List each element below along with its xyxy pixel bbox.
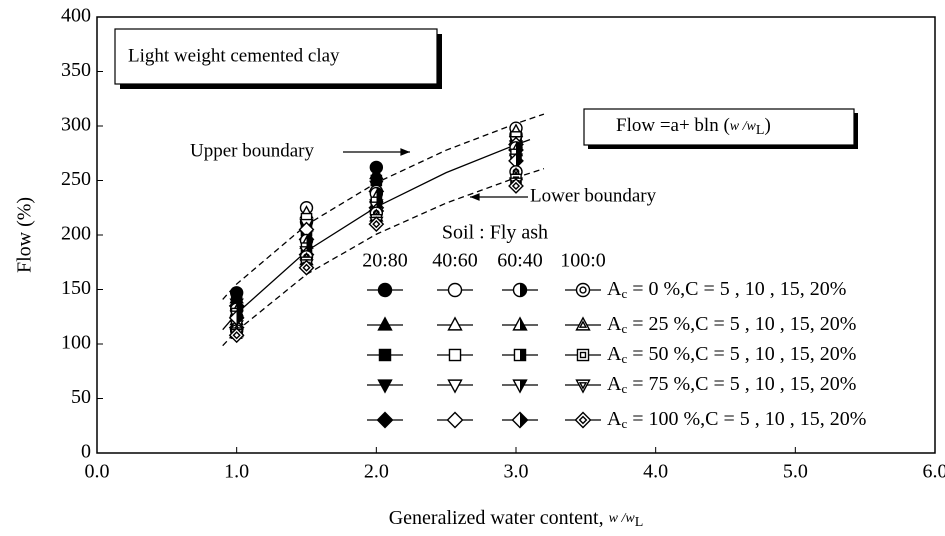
legend-label: = 50 %,C = 5 , 10 , 15, 20%	[627, 343, 856, 365]
formula: Flow =a+ bln (w /wL)	[616, 115, 771, 138]
legend-marker	[512, 282, 528, 298]
legend-marker	[447, 282, 463, 298]
legend-column-header: 100:0	[560, 250, 606, 272]
legend-entry: Ac = 0 %,C = 5 , 10 , 15, 20%	[607, 278, 846, 301]
x-tick-label: 6.0	[923, 461, 945, 483]
x-tick-label: 0.0	[85, 461, 110, 483]
legend-symbol: A	[607, 278, 622, 300]
legend-marker-inner	[578, 415, 588, 425]
legend-symbol: A	[607, 373, 622, 395]
y-tick-label: 0	[81, 441, 91, 463]
legend-symbol: A	[607, 343, 622, 365]
x-tick-label: 2.0	[364, 461, 389, 483]
point-inner	[372, 220, 381, 229]
point-inner	[232, 331, 241, 340]
legend-entry: Ac = 75 %,C = 5 , 10 , 15, 20%	[607, 373, 856, 396]
annotation-box	[114, 28, 438, 85]
legend-marker	[377, 316, 393, 331]
y-axis-label: Flow (%)	[14, 197, 36, 273]
legend-column-header: 60:40	[497, 250, 543, 272]
legend-entry: Ac = 100 %,C = 5 , 10 , 15, 20%	[607, 408, 866, 431]
y-tick-label: 350	[61, 59, 91, 81]
legend-entry: Ac = 25 %,C = 5 , 10 , 15, 20%	[607, 313, 856, 336]
legend-marker	[448, 348, 462, 362]
x-tick-label: 3.0	[504, 461, 529, 483]
upper-boundary-label: Upper boundary	[190, 140, 314, 161]
point-inner	[302, 263, 311, 272]
y-tick-label: 400	[61, 5, 91, 27]
legend-symbol: A	[607, 313, 622, 335]
legend-column-header: 20:80	[362, 250, 408, 272]
legend-symbol: A	[607, 408, 622, 430]
legend-label: = 100 %,C = 5 , 10 , 15, 20%	[627, 408, 866, 430]
legend-marker	[512, 379, 528, 394]
y-tick-label: 300	[61, 114, 91, 136]
legend-marker	[446, 411, 464, 429]
legend-subscript: c	[621, 381, 627, 396]
legend-marker	[377, 282, 393, 298]
point-inner	[511, 181, 521, 191]
legend-marker	[512, 316, 528, 331]
y-tick-label: 50	[71, 386, 91, 408]
legend-marker	[377, 379, 393, 394]
formula-box	[583, 108, 855, 146]
legend-marker	[447, 316, 463, 331]
y-tick-label: 100	[61, 332, 91, 354]
legend-column-header: 40:60	[432, 250, 478, 272]
legend-marker-inner	[578, 320, 588, 328]
y-tick-label: 250	[61, 168, 91, 190]
box-title: Light weight cemented clay	[128, 45, 340, 66]
legend-subscript: c	[621, 286, 627, 301]
legend-marker	[378, 348, 392, 362]
legend-subscript: c	[621, 321, 627, 336]
x-tick-label: 4.0	[643, 461, 668, 483]
legend-marker	[511, 411, 529, 429]
legend-marker-inner	[579, 351, 587, 359]
legend-label: = 0 %,C = 5 , 10 , 15, 20%	[627, 278, 846, 300]
y-tick-label: 200	[61, 223, 91, 245]
legend-marker-inner	[579, 286, 587, 294]
legend-entry: Ac = 50 %,C = 5 , 10 , 15, 20%	[607, 343, 856, 366]
x-tick-label: 1.0	[224, 461, 249, 483]
lower-boundary-label: Lower boundary	[530, 185, 657, 206]
legend-marker	[513, 348, 527, 362]
x-tick-label: 5.0	[783, 461, 808, 483]
legend-marker-inner	[578, 382, 588, 390]
x-axis-label: Generalized water content, w /wL	[389, 507, 644, 531]
legend-label: = 25 %,C = 5 , 10 , 15, 20%	[627, 313, 856, 335]
y-tick-label: 150	[61, 277, 91, 299]
legend-label: = 75 %,C = 5 , 10 , 15, 20%	[627, 373, 856, 395]
legend-marker	[376, 411, 394, 429]
legend-marker	[447, 379, 463, 394]
legend-subscript: c	[621, 416, 627, 431]
legend-subscript: c	[621, 351, 627, 366]
legend-title: Soil : Fly ash	[442, 222, 548, 244]
